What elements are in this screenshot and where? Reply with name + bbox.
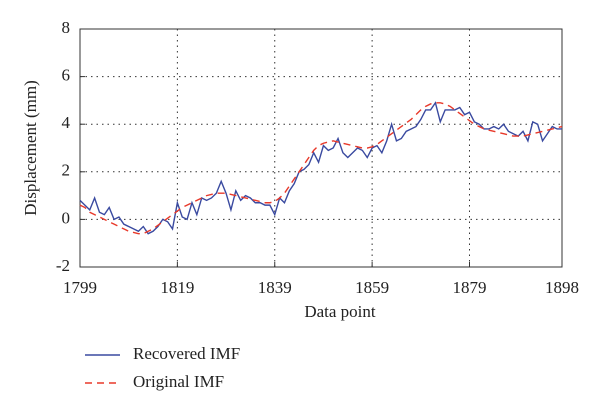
y-tick-label: 8 [62,18,71,37]
legend-label: Recovered IMF [133,344,240,363]
x-tick-label: 1839 [258,278,292,297]
x-tick-label: 1819 [160,278,194,297]
x-tick-label: 1859 [355,278,389,297]
y-tick-label: 2 [62,161,71,180]
data-line [79,102,563,235]
plot-frame [79,28,563,268]
legend-label: Original IMF [133,372,224,391]
y-tick-label: 6 [62,66,71,85]
y-tick-label: 4 [62,113,71,132]
x-tick-label: 1879 [452,278,486,297]
y-tick-label: 0 [62,208,71,227]
x-axis-label: Data point [304,302,376,321]
data-line [79,101,562,235]
y-axis-label: Displacement (mm) [21,80,40,216]
y-tick-label: -2 [56,256,70,275]
x-tick-label: 1898 [545,278,579,297]
x-tick-label: 1799 [63,278,97,297]
